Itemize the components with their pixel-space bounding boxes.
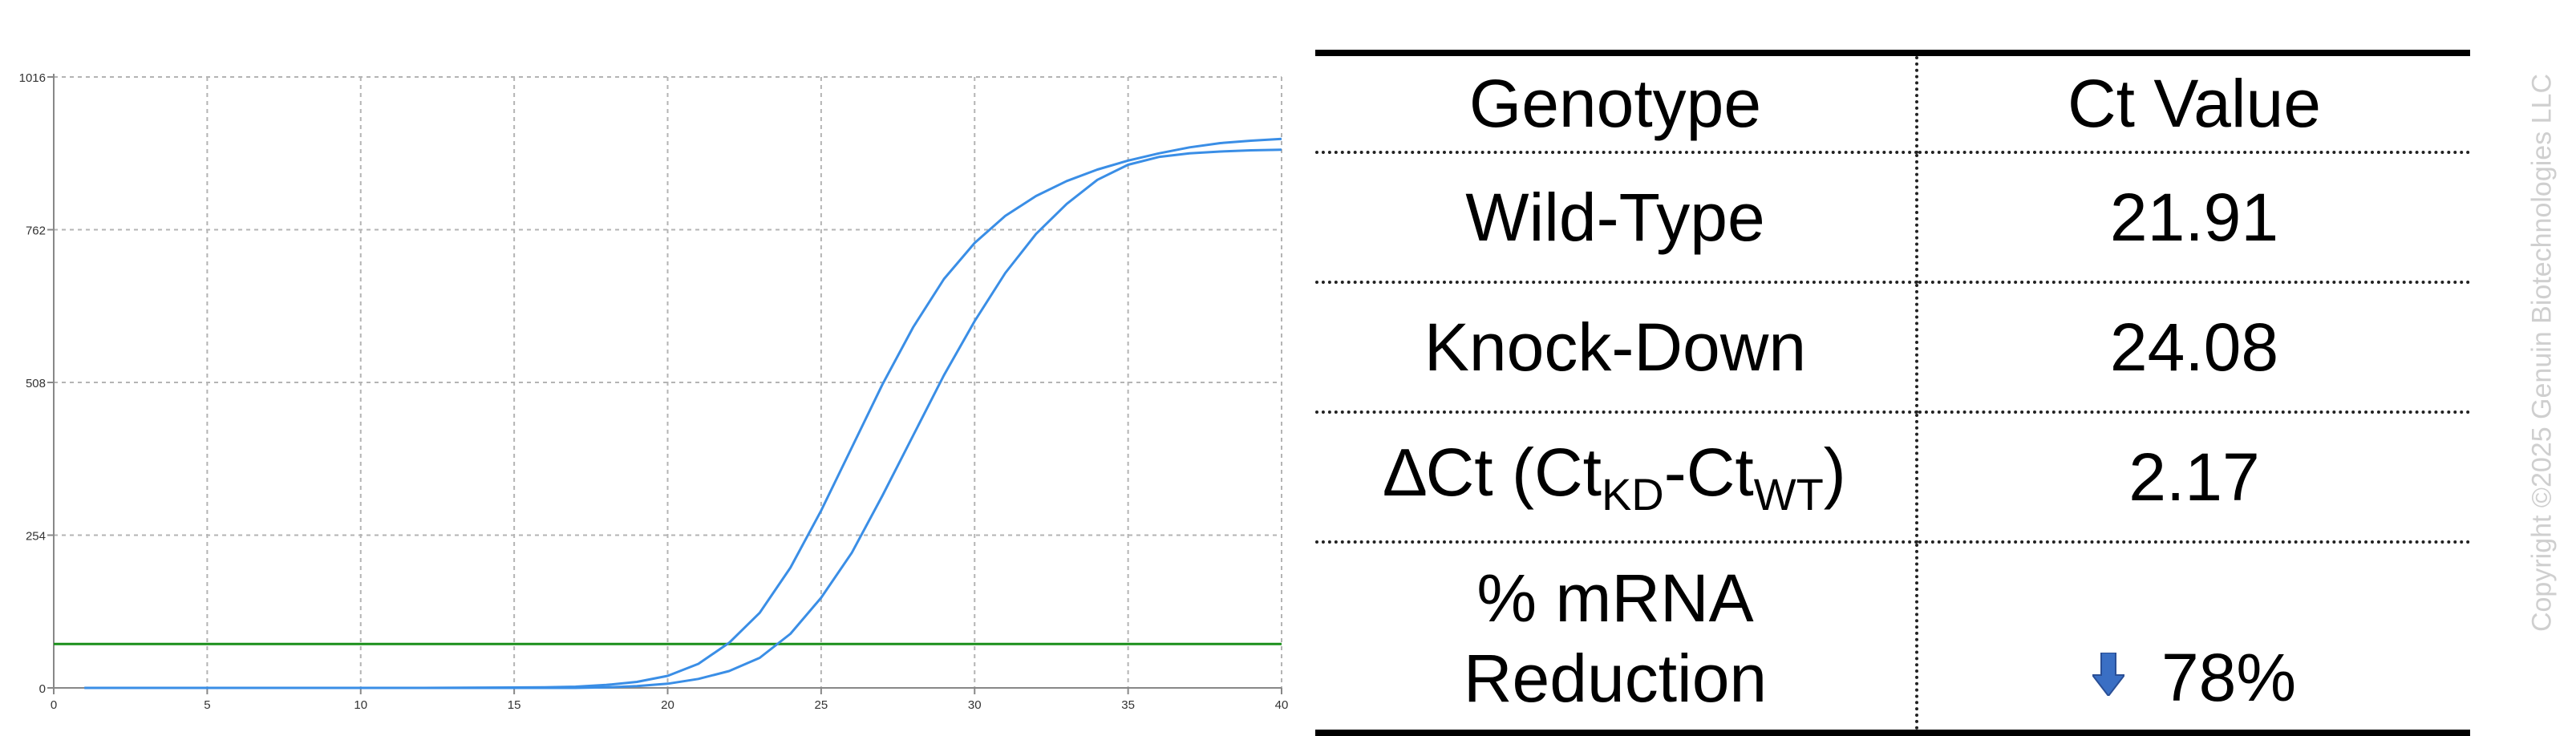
y-tick-label: 254 [26,530,46,544]
amplification-curve [84,148,1282,689]
down-arrow-icon [2090,634,2126,712]
table-row: Wild-Type 21.91 [1315,152,2470,284]
reduction-label-line1: % mRNA [1476,560,1754,636]
y-tick-label: 508 [26,377,46,390]
x-tick-label: 0 [51,698,57,712]
header-ct-value: Ct Value [1917,50,2470,154]
delta-ct-value: 2.17 [1917,412,2470,544]
x-tick-label: 25 [815,698,828,712]
x-tick-label: 20 [661,698,674,712]
delta-sub-kd: KD [1601,469,1664,520]
genotype-wild-type: Wild-Type [1315,152,1918,284]
copyright-notice: Copyright ©2025 Genuin Biotechnologies L… [2526,73,2558,633]
reduction-label-line2: Reduction [1463,641,1768,716]
table-row: ∆Ct (CtKD-CtWT) 2.17 [1315,412,2470,544]
genotype-knock-down: Knock-Down [1315,282,1918,414]
y-tick-label: 1016 [19,71,46,85]
ct-wild-type: 21.91 [1917,152,2470,284]
x-tick-label: 30 [968,698,982,712]
delta-prefix: ∆Ct (Ct [1384,435,1602,510]
delta-ct-label: ∆Ct (CtKD-CtWT) [1315,412,1918,544]
chart-grid [54,76,1282,688]
x-tick-label: 40 [1275,698,1289,712]
table-row: % mRNA Reduction 78% [1315,542,2470,736]
table-header-row: Genotype Ct Value [1315,50,2470,154]
x-tick-label: 10 [354,698,367,712]
y-tick-labels: 0 254 508 762 1016 [19,71,54,696]
table-row: Knock-Down 24.08 [1315,282,2470,414]
x-tick-label: 35 [1121,698,1135,712]
x-tick-labels: 0 5 10 15 20 25 30 35 40 [51,688,1289,712]
delta-mid: -Ct [1663,435,1754,510]
amplification-chart: 0 254 508 762 1016 0 5 10 15 20 25 30 35 40 [19,71,1289,712]
delta-sub-wt: WT [1753,469,1824,520]
ct-results-table: Genotype Ct Value Wild-Type 21.91 Knock-… [1315,50,2470,736]
ct-knock-down: 24.08 [1917,282,2470,414]
x-tick-label: 15 [508,698,521,712]
header-genotype: Genotype [1315,50,1918,154]
amplification-curves [54,137,1282,689]
delta-suffix: ) [1823,435,1846,510]
reduction-label: % mRNA Reduction [1315,542,1918,736]
y-tick-label: 762 [26,224,46,238]
reduction-value: 78% [2161,639,2297,715]
x-tick-label: 5 [204,698,210,712]
y-tick-label: 0 [39,682,46,696]
amplification-curve [84,137,1282,689]
reduction-value-cell: 78% [1917,542,2470,736]
